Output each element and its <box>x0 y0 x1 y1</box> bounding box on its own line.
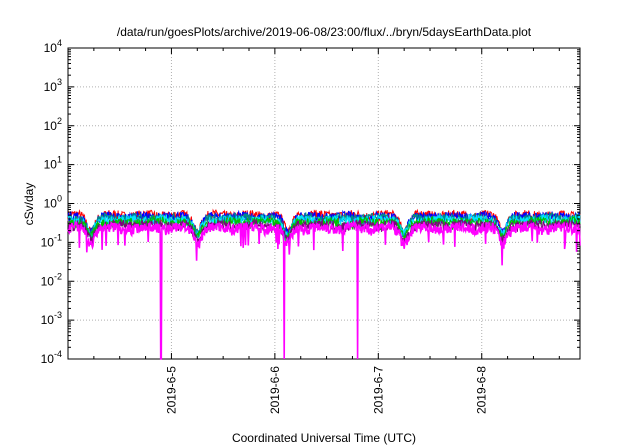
y-tick-label: 10-4 <box>41 349 62 366</box>
y-axis: 10-4 10-3 10-2 10-1 100 101 102 103 104 <box>41 38 580 366</box>
x-axis: 2019-6-5 2019-6-6 2019-6-7 2019-6-8 <box>93 48 560 414</box>
grid <box>68 48 580 359</box>
x-tick-label: 2019-6-7 <box>371 366 385 414</box>
y-tick-label: 103 <box>44 77 62 94</box>
y-tick-label: 100 <box>44 194 62 211</box>
x-tick-label: 2019-6-8 <box>475 366 489 414</box>
data-series <box>67 208 581 360</box>
chart-title: /data/run/goesPlots/archive/2019-06-08/2… <box>117 25 532 39</box>
y-tick-label: 10-3 <box>41 310 62 327</box>
x-tick-label: 2019-6-6 <box>268 366 282 414</box>
y-tick-label: 102 <box>44 116 62 133</box>
x-axis-label: Coordinated Universal Time (UTC) <box>232 431 416 445</box>
y-tick-label: 10-2 <box>41 271 62 288</box>
y-tick-label: 104 <box>44 38 62 55</box>
y-axis-label: cSv/day <box>22 183 36 226</box>
x-tick-label: 2019-6-5 <box>164 366 178 414</box>
series-line <box>67 219 581 360</box>
y-tick-label: 101 <box>44 155 62 172</box>
y-tick-label: 10-1 <box>41 232 62 249</box>
